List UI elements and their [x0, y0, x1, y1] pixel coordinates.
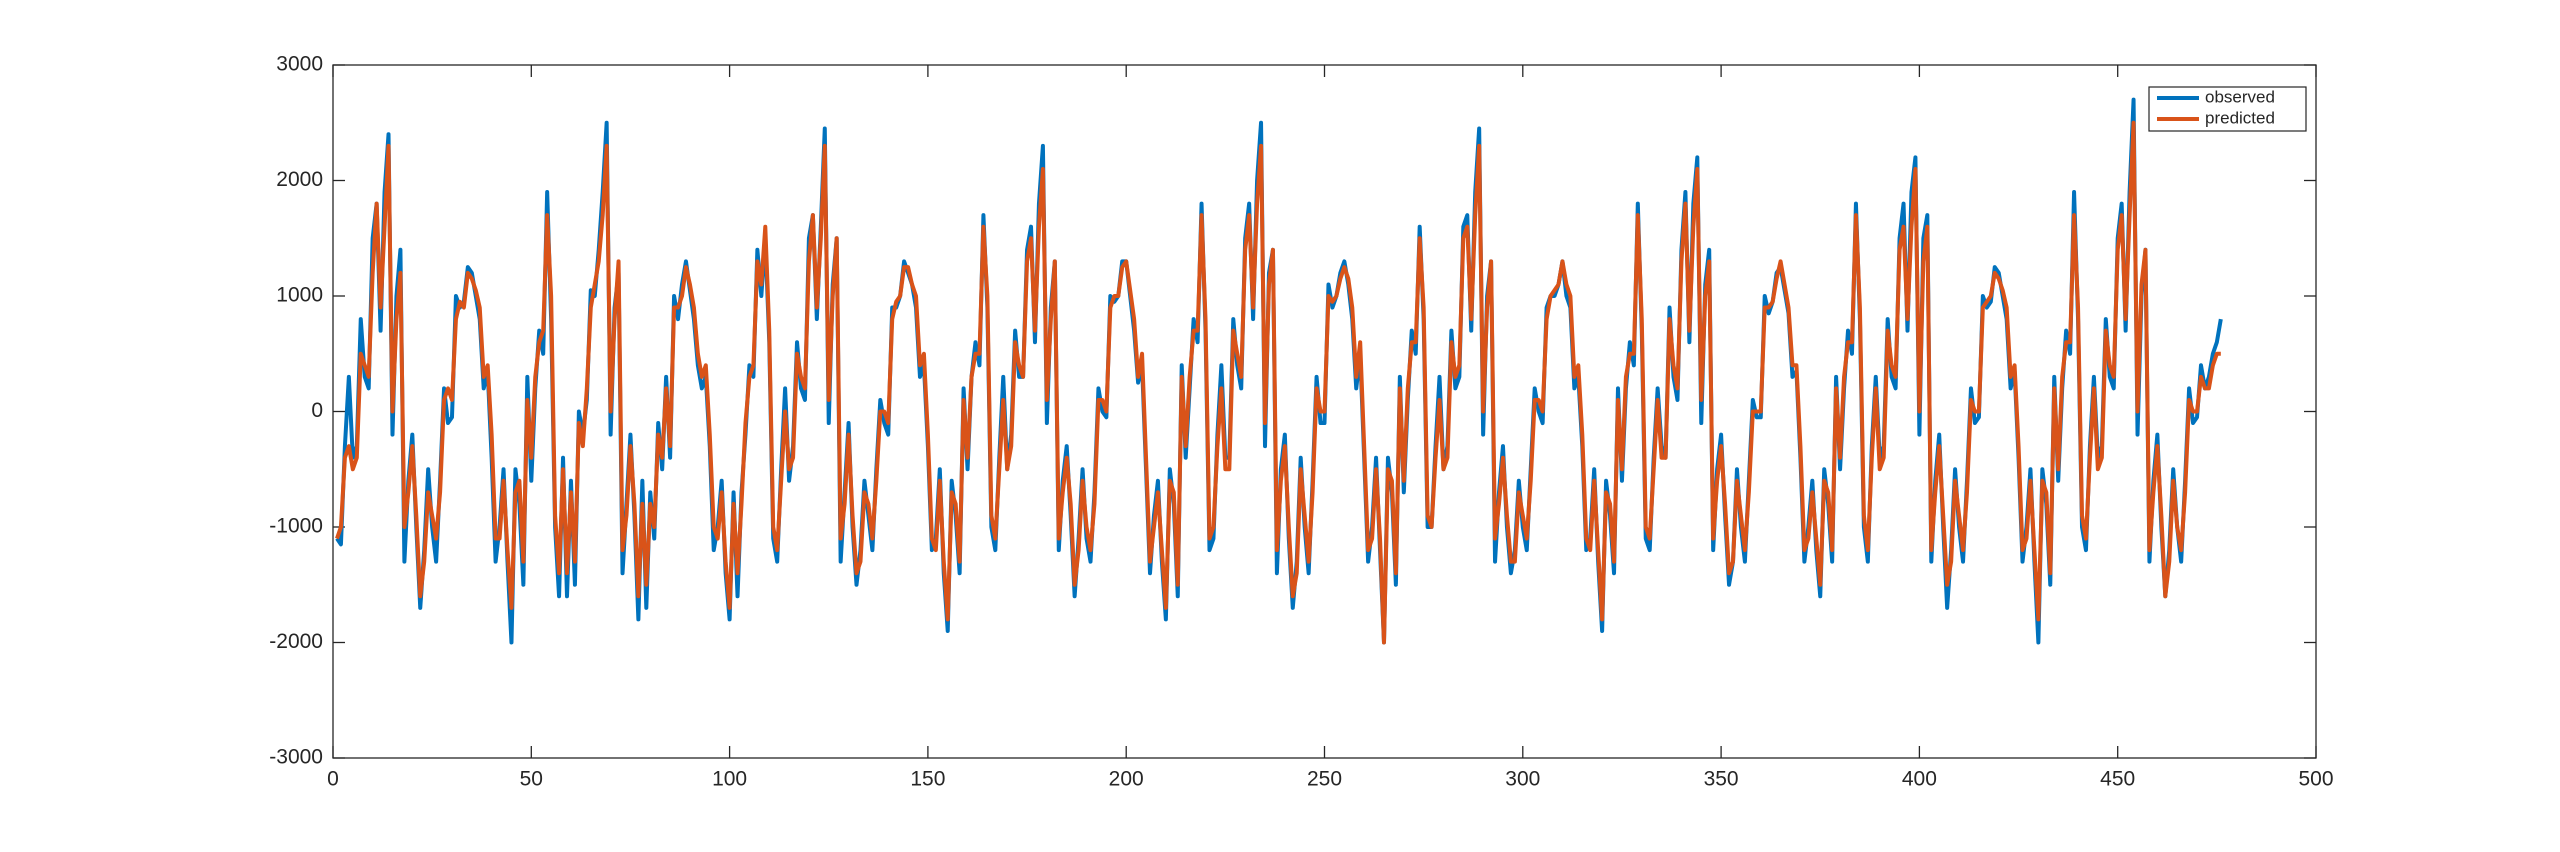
x-tick-label: 100	[712, 768, 747, 791]
x-tick-label: 250	[1307, 768, 1342, 791]
x-tick-label: 200	[1109, 768, 1144, 791]
legend-box	[2148, 86, 2307, 132]
y-tick-label: 2000	[276, 168, 323, 191]
legend-label: observed	[2205, 87, 2275, 106]
x-tick-label: 350	[1704, 768, 1739, 791]
x-tick-label: 400	[1902, 768, 1937, 791]
x-tick-label: 500	[2298, 768, 2333, 791]
y-tick-label: -2000	[269, 630, 323, 653]
y-tick-label: 1000	[276, 284, 323, 307]
x-tick-label: 450	[2100, 768, 2135, 791]
x-tick-label: 50	[520, 768, 543, 791]
x-tick-label: 0	[327, 768, 339, 791]
y-tick-label: 3000	[276, 53, 323, 76]
y-tick-label: 0	[311, 399, 323, 422]
y-tick-label: -3000	[269, 746, 323, 769]
x-tick-label: 300	[1505, 768, 1540, 791]
legend-label: predicted	[2205, 108, 2275, 127]
x-tick-label: 150	[910, 768, 945, 791]
y-tick-label: -1000	[269, 515, 323, 538]
series-line	[335, 120, 2221, 645]
